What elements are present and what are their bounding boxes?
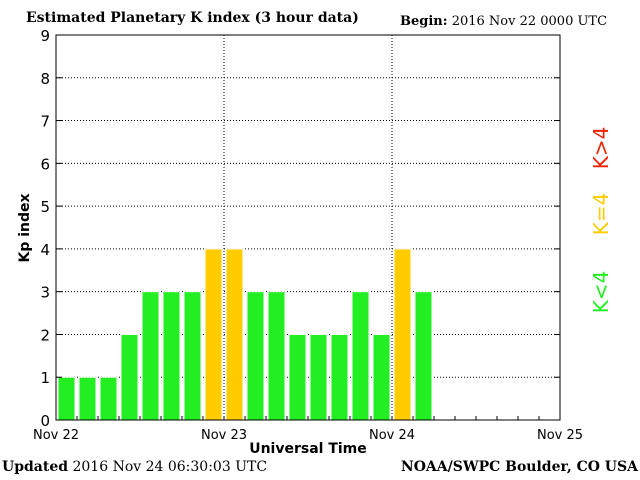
updated-label: Updated — [2, 459, 69, 475]
kp-bar — [351, 291, 370, 421]
kp-bar — [372, 333, 391, 421]
y-tick-label: 7 — [40, 113, 50, 131]
kp-bar — [78, 376, 97, 421]
y-tick-label: 0 — [40, 412, 50, 430]
updated-timestamp: Updated 2016 Nov 24 06:30:03 UTC — [2, 459, 267, 475]
y-tick-label: 1 — [40, 369, 50, 387]
kp-bar — [99, 376, 118, 421]
kp-bar — [120, 333, 139, 421]
legend-mid: K=4 — [589, 193, 613, 236]
y-tick-label: 9 — [40, 27, 50, 45]
kp-bar — [246, 291, 265, 421]
kp-bar — [393, 248, 412, 421]
legend-high: K>4 — [589, 127, 613, 170]
x-tick-label: Nov 23 — [201, 428, 247, 443]
legend-low: K<4 — [589, 271, 613, 314]
bar-layer — [57, 248, 433, 421]
tick-layer: 0 1 2 3 4 5 6 7 8 9 Nov 22 Nov 23 Nov 24 Nov 25 — [33, 27, 583, 443]
y-tick-label: 2 — [40, 326, 50, 344]
grid-layer — [56, 35, 560, 420]
kp-bar — [330, 333, 349, 421]
x-tick-label: Nov 22 — [33, 428, 79, 443]
kp-bar — [204, 248, 223, 421]
y-tick-label: 8 — [40, 70, 50, 88]
credit-text: NOAA/SWPC Boulder, CO USA — [400, 459, 638, 475]
chart-title: Estimated Planetary K index (3 hour data… — [26, 10, 359, 26]
kp-bar — [162, 291, 181, 421]
kp-bar — [267, 291, 286, 421]
kp-bar — [141, 291, 160, 421]
y-tick-label: 3 — [40, 284, 50, 302]
kp-bar — [288, 333, 307, 421]
kp-bar — [414, 291, 433, 421]
begin-time: Begin: 2016 Nov 22 0000 UTC — [400, 14, 607, 29]
kp-bar — [57, 376, 76, 421]
kp-bar — [225, 248, 244, 421]
begin-value: 2016 Nov 22 0000 UTC — [451, 14, 608, 29]
x-tick-label: Nov 25 — [537, 428, 583, 443]
y-tick-label: 5 — [40, 198, 50, 216]
kp-bar — [309, 333, 328, 421]
updated-value: 2016 Nov 24 06:30:03 UTC — [72, 459, 268, 475]
y-tick-label: 4 — [40, 241, 50, 259]
kp-bar — [183, 291, 202, 421]
x-axis-label: Universal Time — [249, 441, 367, 457]
y-tick-label: 6 — [40, 155, 50, 173]
x-tick-label: Nov 24 — [369, 428, 415, 443]
begin-label: Begin: — [400, 14, 448, 29]
y-axis-label: Kp index — [17, 193, 33, 262]
